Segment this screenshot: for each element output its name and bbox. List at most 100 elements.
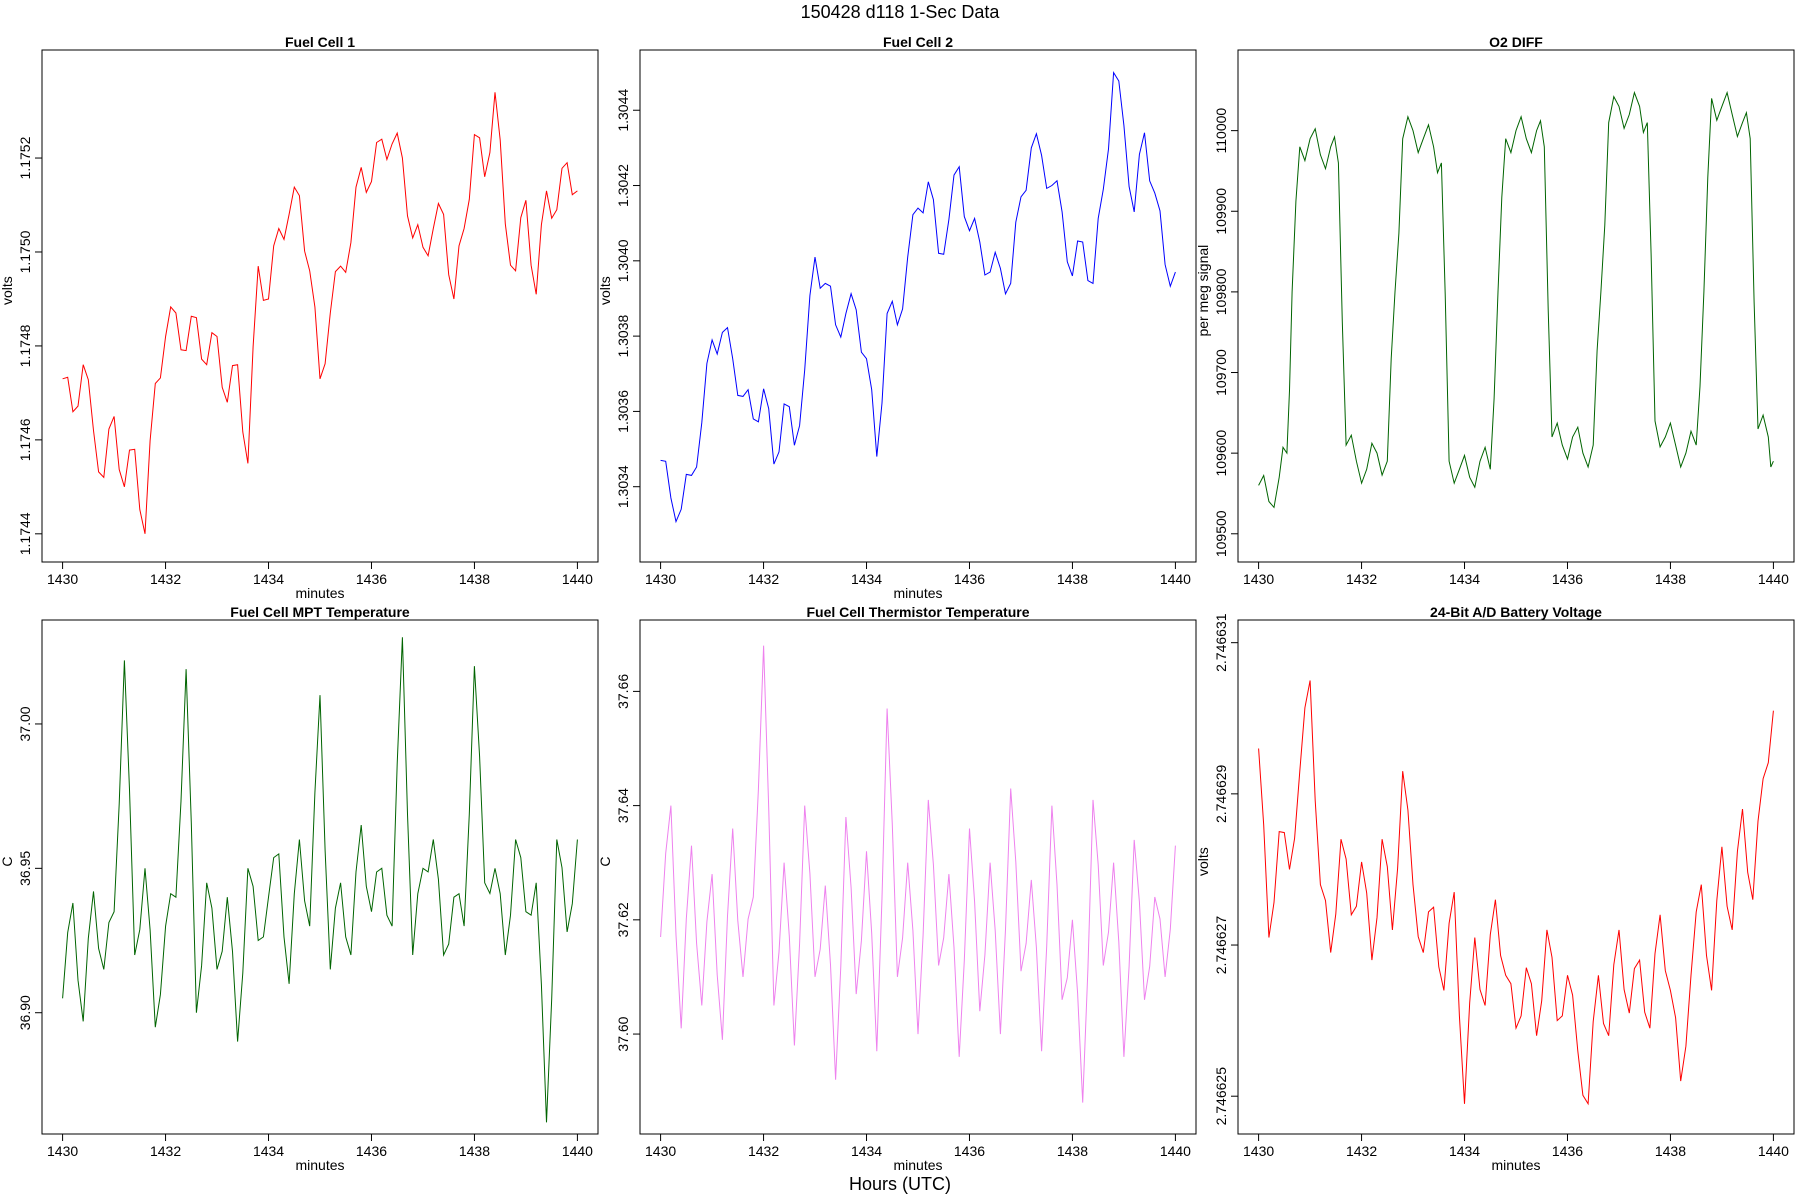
panels: Fuel Cell 1 1430 1432 1434 1436 1438 1440 1.174…: [0, 34, 1795, 1173]
x-tick-label: 1440: [562, 1143, 593, 1159]
x-tick-label: 1432: [748, 1143, 779, 1159]
panel-title: O2 DIFF: [1489, 34, 1543, 50]
y-tick-label: 1.3042: [615, 164, 631, 207]
y-tick-label: 2.746625: [1213, 1067, 1229, 1126]
y-tick-label: 1.1752: [17, 136, 33, 179]
series-line: [660, 71, 1176, 524]
x-axis-label: minutes: [295, 585, 344, 601]
y-tick-label: 2.746631: [1213, 613, 1229, 672]
y-tick-label: 37.00: [17, 706, 33, 741]
panel-title: Fuel Cell 2: [883, 34, 953, 50]
x-tick-label: 1430: [1243, 571, 1274, 587]
panel-4: Fuel Cell MPT Temperature 1430 1432 1434 143…: [0, 604, 599, 1173]
y-axis-label: C: [0, 857, 15, 867]
y-tick-label: 2.746627: [1213, 916, 1229, 975]
x-axis-label: minutes: [893, 1157, 942, 1173]
x-tick-label: 1432: [748, 571, 779, 587]
x-tick-label: 1436: [954, 571, 985, 587]
y-tick-label: 37.60: [615, 1016, 631, 1051]
x-axis-label: minutes: [893, 585, 942, 601]
x-tick-label: 1438: [1655, 1143, 1686, 1159]
x-tick-label: 1438: [1057, 1143, 1088, 1159]
x-axis-label: minutes: [1491, 1157, 1540, 1173]
y-tick-label: 1.1748: [17, 324, 33, 367]
figure-title: 150428 d118 1-Sec Data: [801, 2, 1001, 22]
y-axis-label: volts: [597, 276, 613, 305]
panel-title: Fuel Cell MPT Temperature: [230, 604, 410, 620]
plot-frame: [41, 49, 599, 563]
x-tick-label: 1434: [253, 571, 284, 587]
figure-x-label: Hours (UTC): [849, 1174, 951, 1194]
x-tick-label: 1440: [1160, 1143, 1191, 1159]
x-tick-label: 1438: [459, 571, 490, 587]
x-tick-label: 1434: [851, 571, 882, 587]
x-tick-label: 1432: [1346, 1143, 1377, 1159]
x-tick-label: 1438: [459, 1143, 490, 1159]
series-line: [1258, 680, 1774, 1106]
y-tick-label: 110000: [1213, 108, 1229, 154]
y-tick-label: 109500: [1213, 510, 1229, 557]
y-tick-label: 1.1744: [17, 512, 33, 555]
x-tick-label: 1434: [253, 1143, 284, 1159]
y-tick-label: 37.66: [615, 674, 631, 709]
y-tick-label: 1.3036: [615, 390, 631, 433]
x-tick-label: 1438: [1655, 571, 1686, 587]
series-line: [62, 92, 578, 534]
y-tick-label: 1.3040: [615, 239, 631, 282]
y-tick-label: 1.1746: [17, 418, 33, 461]
series-line: [1258, 90, 1774, 509]
x-tick-label: 1436: [954, 1143, 985, 1159]
y-axis-label: C: [597, 857, 613, 867]
x-tick-label: 1436: [356, 571, 387, 587]
y-tick-label: 2.746629: [1213, 764, 1229, 823]
x-tick-label: 1432: [1346, 571, 1377, 587]
x-tick-label: 1436: [356, 1143, 387, 1159]
panel-5: Fuel Cell Thermistor Temperature 1430 1432…: [597, 604, 1197, 1173]
y-tick-label: 109900: [1213, 188, 1229, 235]
y-tick-label: 109700: [1213, 349, 1229, 396]
y-axis-label: per meg signal: [1195, 245, 1211, 337]
y-tick-label: 1.3044: [615, 89, 631, 132]
panel-title: Fuel Cell 1: [285, 34, 355, 50]
panel-title: 24-Bit A/D Battery Voltage: [1430, 604, 1602, 620]
x-tick-label: 1430: [47, 1143, 78, 1159]
x-tick-label: 1440: [1160, 571, 1191, 587]
y-tick-label: 36.95: [17, 851, 33, 886]
x-tick-label: 1434: [1449, 571, 1480, 587]
y-tick-label: 37.62: [615, 902, 631, 937]
x-tick-label: 1434: [1449, 1143, 1480, 1159]
y-axis-label: volts: [0, 276, 15, 305]
x-axis-label: minutes: [295, 1157, 344, 1173]
x-tick-label: 1430: [645, 1143, 676, 1159]
x-tick-label: 1436: [1552, 571, 1583, 587]
plot-frame: [639, 49, 1197, 563]
x-tick-label: 1440: [562, 571, 593, 587]
x-tick-label: 1432: [150, 571, 181, 587]
y-tick-label: 109600: [1213, 430, 1229, 477]
y-axis-label: volts: [1195, 847, 1211, 876]
x-tick-label: 1434: [851, 1143, 882, 1159]
panel-2: Fuel Cell 2 1430 1432 1434 1436 1438 1440 1.303…: [597, 34, 1197, 601]
y-tick-label: 36.90: [17, 995, 33, 1030]
y-tick-label: 37.64: [615, 788, 631, 823]
x-tick-label: 1438: [1057, 571, 1088, 587]
x-tick-label: 1430: [645, 571, 676, 587]
panel-6: 24-Bit A/D Battery Voltage 1430 1432 1434 14…: [1195, 604, 1795, 1173]
y-tick-label: 1.3034: [615, 465, 631, 508]
x-tick-label: 1430: [47, 571, 78, 587]
x-tick-label: 1440: [1758, 571, 1789, 587]
panel-title: Fuel Cell Thermistor Temperature: [806, 604, 1029, 620]
panel-3: O2 DIFF 1430 1432 1434 1436 1438 1440 109500 109…: [1195, 34, 1795, 587]
series-line: [660, 645, 1176, 1103]
plot-frame: [1237, 619, 1795, 1135]
panel-1: Fuel Cell 1 1430 1432 1434 1436 1438 1440 1.174…: [0, 34, 599, 601]
y-tick-label: 1.1750: [17, 230, 33, 273]
y-tick-label: 1.3038: [615, 314, 631, 357]
x-tick-label: 1436: [1552, 1143, 1583, 1159]
x-tick-label: 1440: [1758, 1143, 1789, 1159]
series-line: [62, 637, 578, 1123]
x-tick-label: 1430: [1243, 1143, 1274, 1159]
x-tick-label: 1432: [150, 1143, 181, 1159]
y-tick-label: 109800: [1213, 268, 1229, 315]
